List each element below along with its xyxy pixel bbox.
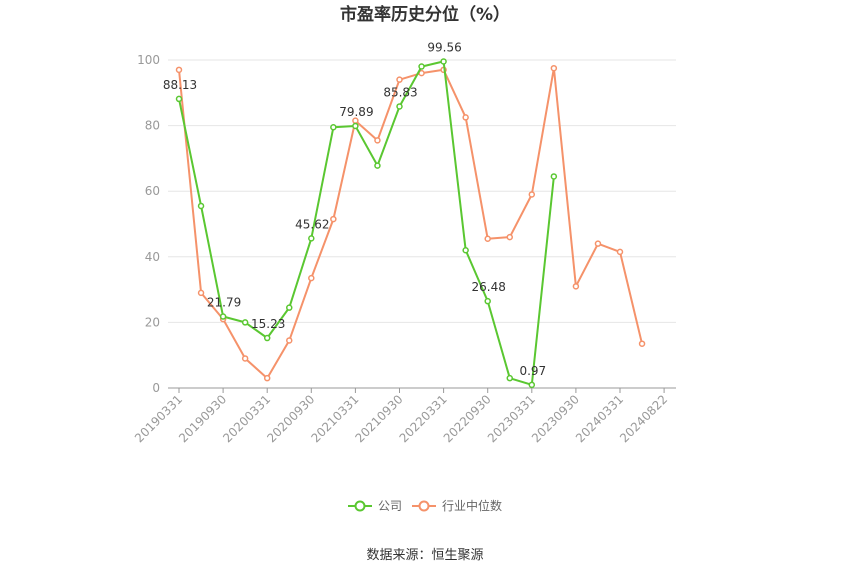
data-point[interactable] [396,76,403,83]
data-point[interactable] [528,381,536,389]
data-point[interactable] [616,248,624,256]
data-label: 79.89 [339,105,373,119]
y-tick-label: 20 [145,315,160,329]
data-point[interactable] [572,283,580,290]
y-tick-label: 80 [145,119,160,133]
legend-marker-company [354,500,366,512]
data-label: 45.62 [295,217,329,231]
data-point[interactable] [308,235,315,242]
y-tick-label: 100 [137,53,160,67]
data-point[interactable] [330,123,337,131]
data-point[interactable] [418,63,425,70]
data-label: 21.79 [207,296,241,310]
data-point[interactable] [308,274,315,282]
data-point[interactable] [241,319,249,326]
data-point[interactable] [374,137,381,144]
data-point[interactable] [396,103,403,110]
data-point[interactable] [484,235,491,243]
data-point[interactable] [175,66,183,74]
data-label: 0.97 [519,364,546,378]
data-labels: 88.13 21.79 15.23 45.62 79.89 85.83 99.56 26.48… [163,40,546,377]
data-point[interactable] [352,122,359,130]
data-point[interactable] [330,215,337,223]
series-line-1 [178,67,643,380]
y-tick-label: 60 [145,184,160,198]
data-label: 88.13 [163,78,197,92]
data-point[interactable] [528,191,536,198]
y-tick-label: 40 [145,250,160,264]
legend: 公司 行业中位数 [348,498,502,513]
data-point[interactable] [550,64,558,72]
legend-label-industry-median: 行业中位数 [442,498,502,513]
data-point[interactable] [550,173,558,180]
data-source: 数据来源：恒生聚源 [366,548,483,563]
data-point[interactable] [197,289,205,297]
data-point[interactable] [374,162,381,169]
y-tick-label: 0 [152,381,160,395]
legend-marker-industry-median [418,500,430,512]
chart-title: 市盈率历史分位（%） [340,4,510,25]
y-axis-ticks: 0 20 40 60 80 100 [137,53,160,395]
data-label: 99.56 [427,40,461,54]
data-point[interactable] [241,355,249,362]
data-point[interactable] [286,304,293,311]
data-point[interactable] [197,202,205,210]
x-axis-ticks: 2019033120190930202003312020093020210331… [132,388,670,445]
grid-lines [168,59,676,323]
data-label: 85.83 [383,85,417,99]
data-point[interactable] [594,240,602,247]
series-line-0 [178,60,555,386]
data-point[interactable] [286,337,293,344]
data-point[interactable] [263,374,271,382]
data-point[interactable] [506,233,513,241]
data-point[interactable] [440,58,447,65]
data-point[interactable] [484,297,491,305]
legend-item-industry-median[interactable]: 行业中位数 [412,498,502,513]
data-label: 26.48 [472,280,506,294]
data-point[interactable] [263,334,271,342]
data-point[interactable] [462,246,469,254]
data-point[interactable] [219,313,227,320]
data-point[interactable] [175,95,183,103]
x-tick-label: 20240822 [617,392,670,445]
data-point[interactable] [638,340,646,347]
legend-label-company: 公司 [378,499,402,513]
data-label: 15.23 [251,317,285,331]
data-point[interactable] [462,114,469,121]
legend-item-company[interactable]: 公司 [348,499,402,513]
data-point[interactable] [506,374,513,382]
series-layer [175,58,646,389]
